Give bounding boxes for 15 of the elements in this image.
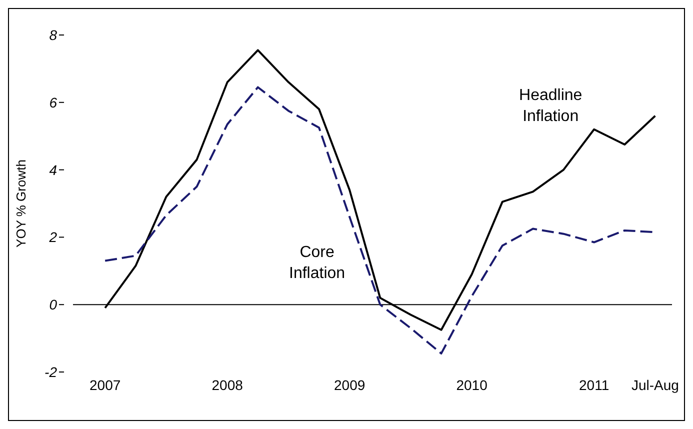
y-tick-label: 6: [49, 94, 58, 110]
x-tick-label: 2010: [456, 376, 488, 393]
x-tick-label: Jul-Aug: [631, 376, 679, 393]
x-tick-label: 2009: [334, 376, 366, 393]
x-tick-label: 2008: [212, 376, 244, 393]
annotation: Headline Inflation: [519, 86, 582, 125]
x-tick-label: 2011: [579, 376, 610, 393]
annotation: Core Inflation: [289, 244, 346, 282]
x-tick-label: 2007: [90, 376, 121, 393]
y-tick-label: 2: [48, 229, 58, 246]
y-tick-label: 0: [49, 296, 58, 313]
y-tick-label: 4: [49, 162, 58, 178]
y-tick-label: 8: [49, 27, 58, 43]
y-axis-title: YOY % Growth: [14, 160, 29, 248]
y-tick-label: -2: [44, 364, 58, 380]
